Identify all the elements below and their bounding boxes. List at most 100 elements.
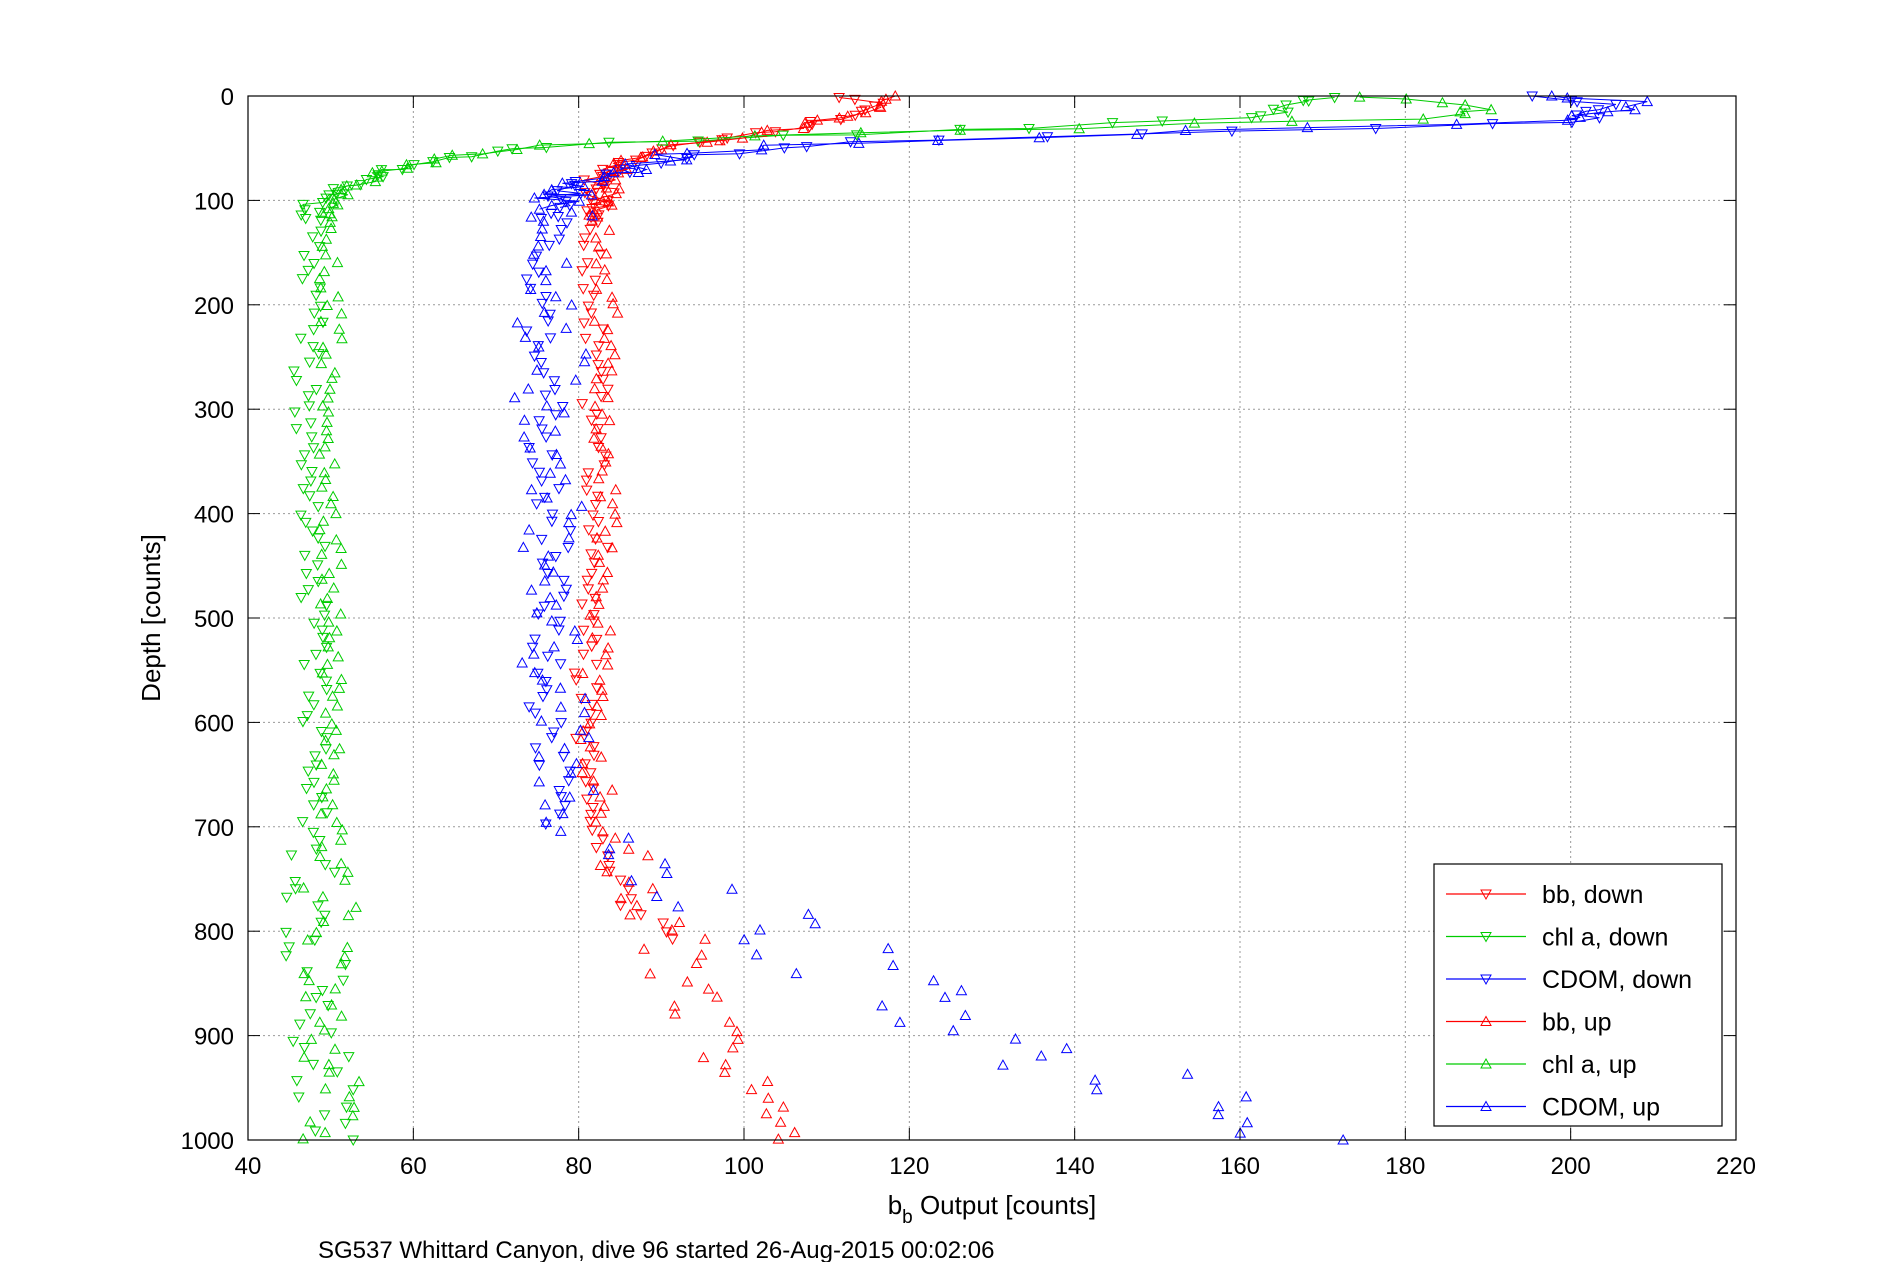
data-point xyxy=(316,399,329,411)
data-point xyxy=(591,700,603,711)
data-point xyxy=(529,743,542,754)
data-point xyxy=(601,323,614,335)
series-line xyxy=(302,97,1335,210)
data-point xyxy=(295,210,308,222)
data-point xyxy=(587,290,600,302)
data-point xyxy=(287,1036,300,1048)
data-point xyxy=(324,216,337,227)
data-point xyxy=(366,166,379,178)
data-point xyxy=(600,648,612,660)
data-point xyxy=(593,674,606,685)
legend-item: bb, down xyxy=(1446,881,1643,909)
data-point xyxy=(1156,116,1169,128)
data-point xyxy=(615,154,627,165)
data-point xyxy=(601,865,613,877)
data-point xyxy=(312,576,325,588)
data-point xyxy=(283,942,296,953)
data-point xyxy=(852,137,865,148)
data-point xyxy=(1188,117,1201,128)
data-point xyxy=(537,692,549,703)
data-point xyxy=(558,406,570,418)
data-point xyxy=(559,473,572,485)
data-point xyxy=(585,188,598,200)
data-point xyxy=(595,391,607,403)
x-tick-label: 40 xyxy=(235,1153,262,1180)
data-point xyxy=(335,187,347,199)
data-point xyxy=(476,147,489,159)
data-point xyxy=(587,510,599,522)
data-point xyxy=(533,139,546,150)
data-point xyxy=(298,659,311,671)
data-point xyxy=(360,175,373,186)
data-point xyxy=(541,491,553,503)
data-point xyxy=(650,890,663,901)
data-point xyxy=(301,711,314,722)
data-point xyxy=(313,272,326,284)
data-point xyxy=(563,791,576,802)
data-point xyxy=(319,707,332,718)
data-point xyxy=(533,760,546,772)
data-point xyxy=(788,1126,801,1138)
data-point xyxy=(331,256,344,268)
data-point xyxy=(697,1051,710,1063)
data-point xyxy=(602,391,614,403)
data-point xyxy=(620,163,633,174)
data-point xyxy=(597,324,610,335)
data-point xyxy=(681,147,693,158)
data-point xyxy=(323,190,335,201)
data-point xyxy=(574,733,587,744)
data-point xyxy=(335,857,347,869)
data-point xyxy=(446,149,459,160)
data-point xyxy=(525,584,538,595)
data-point xyxy=(325,717,338,729)
x-tick-label: 80 xyxy=(565,1153,592,1180)
data-point xyxy=(723,1016,736,1027)
data-point xyxy=(583,137,596,149)
data-point xyxy=(335,307,348,319)
data-point xyxy=(1240,1090,1253,1102)
data-point xyxy=(554,825,567,836)
data-point xyxy=(298,250,310,262)
data-point xyxy=(690,957,703,969)
data-point xyxy=(607,166,620,178)
data-point xyxy=(371,171,384,182)
data-point xyxy=(310,649,322,661)
y-tick-label: 100 xyxy=(194,188,234,215)
data-point xyxy=(1592,105,1605,116)
data-point xyxy=(558,591,570,603)
data-point xyxy=(585,568,598,580)
data-point xyxy=(318,265,331,277)
data-point xyxy=(576,766,589,778)
data-point xyxy=(1212,1108,1225,1120)
data-point xyxy=(672,900,684,912)
data-point xyxy=(532,340,545,352)
data-point xyxy=(314,281,327,293)
data-point xyxy=(590,231,602,243)
data-point xyxy=(520,326,533,338)
data-point xyxy=(597,834,609,845)
data-point xyxy=(511,143,523,155)
data-point xyxy=(774,1116,787,1127)
data-point xyxy=(592,210,605,221)
data-point xyxy=(296,817,309,828)
data-point xyxy=(595,807,608,818)
data-point xyxy=(540,685,553,696)
data-point xyxy=(555,701,567,712)
data-point xyxy=(343,1090,356,1102)
x-tick-label: 160 xyxy=(1220,1153,1260,1180)
data-point xyxy=(316,207,329,218)
data-point xyxy=(319,541,331,553)
plot-data xyxy=(280,89,1654,1147)
data-point xyxy=(894,1016,906,1027)
data-point xyxy=(718,1066,731,1077)
data-point xyxy=(592,241,605,252)
data-point xyxy=(593,598,605,609)
data-point xyxy=(542,550,555,561)
data-point xyxy=(585,415,598,427)
data-point xyxy=(602,384,614,396)
data-point xyxy=(322,391,334,403)
data-point xyxy=(640,163,653,175)
data-point xyxy=(597,690,609,702)
data-point xyxy=(591,178,604,189)
data-point xyxy=(590,659,603,671)
